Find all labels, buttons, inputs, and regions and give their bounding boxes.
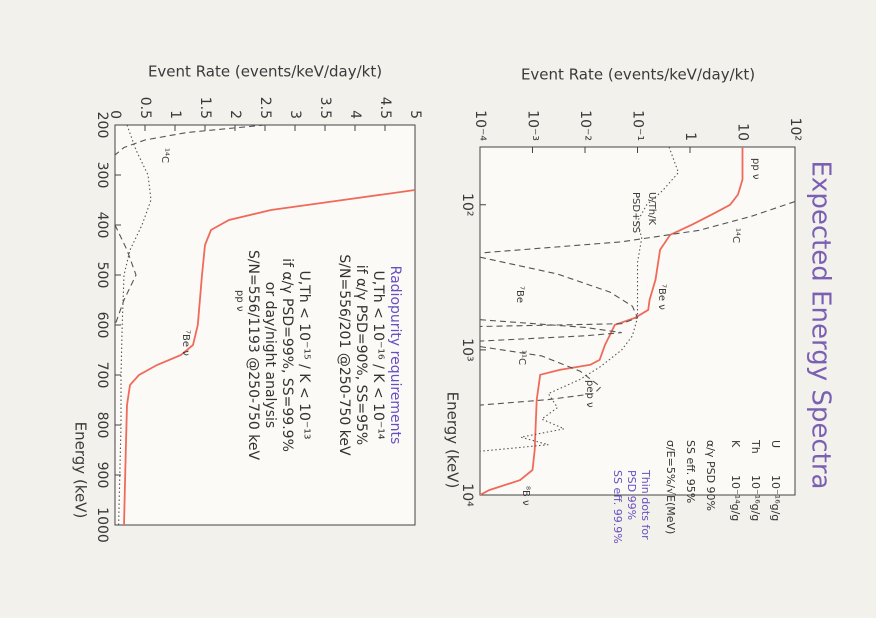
x-axis-label: Energy (keV) [72,422,90,519]
chart-title: Expected Energy Spectra [806,161,836,490]
note-text: Radiopurity requirements [387,266,403,445]
note-text: if α/γ PSD=90%, SS=95% [353,265,369,445]
note-text: 10⁻¹⁶g/g [749,475,762,521]
x-tick-label: 500 [94,262,110,289]
y-tick-label: 3.5 [317,97,333,119]
y-tick-label: 0 [107,110,123,119]
spectrum-line [115,224,137,326]
note-text: or day/night analysis [262,282,278,428]
spectrum-line [480,147,680,452]
note-text: SS eff. 99.9% [611,470,624,544]
curve-label: ⁸B ν [520,486,531,506]
note-text: U,Th < 10⁻¹⁵ / K < 10⁻¹³ [296,270,312,439]
curve-label: PSD+SS [630,192,641,233]
y-tick-label: 10⁻² [577,110,593,141]
spectrum-line [480,256,639,328]
note-text: if α/γ PSD=99%, SS=99.9% [279,258,295,452]
y-tick-label: 3 [287,110,303,119]
curve-label: ⁷Be [514,286,525,303]
note-text: U,Th < 10⁻¹⁶ / K < 10⁻¹⁴ [370,270,386,439]
y-tick-label: 1 [682,132,698,141]
note-text: S/N=556/201 @250-750 keV [336,254,352,456]
note-text: 10⁻¹⁶g/g [769,475,782,521]
x-tick-label: 10² [459,193,475,216]
y-axis-label: Event Rate (events/keV/day/kt) [148,63,382,81]
plot-clip [480,147,795,495]
y-tick-label: 4 [347,110,363,119]
y-axis-label: Event Rate (events/keV/day/kt) [521,66,755,84]
curve-label: ⁷Be ν [180,330,191,356]
note-text: Thin dots for [639,469,652,540]
note-text: Th [749,439,762,454]
y-tick-label: 10 [735,123,751,141]
x-tick-label: 1000 [94,507,110,543]
curve-label: pep ν [584,380,595,408]
y-tick-label: 0.5 [137,97,153,119]
note-text: α/γ PSD 90% [704,440,717,511]
rotated-sheet: Expected Energy Spectra Event Rate (event… [72,63,836,544]
spectrum-line [480,200,795,254]
spectrum-line [115,125,266,156]
curve-label: ¹⁴C [159,148,170,163]
note-text: PSD 99% [625,470,638,520]
x-tick-label: 900 [94,462,110,489]
note-text: SS eff. 95% [684,440,697,503]
x-axis-label: Energy (keV) [444,392,462,489]
curve-label: ⁷Be ν [656,284,667,310]
x-tick-label: 800 [94,412,110,439]
plot-clip [115,125,415,525]
y-tick-label: 10⁻³ [525,110,541,141]
y-tick-label: 2 [227,110,243,119]
x-tick-label: 400 [94,212,110,239]
y-tick-label: 4.5 [377,97,393,119]
x-tick-label: 10³ [459,338,475,361]
spectrum-line [123,189,415,525]
x-tick-label: 700 [94,362,110,389]
note-text: 10⁻¹⁴g/g [729,475,742,521]
y-tick-label: 10⁻⁴ [472,110,488,141]
curve-label: pp ν [234,290,245,312]
note-text: U [769,440,782,448]
y-tick-label: 5 [407,110,423,119]
curve-label: ¹⁴C [730,228,741,243]
y-tick-label: 10² [787,118,803,141]
y-tick-label: 1.5 [197,97,213,119]
curve-label: ¹¹C [516,350,527,365]
y-tick-label: 10⁻¹ [630,110,646,141]
spectrum-line [480,319,622,342]
x-tick-label: 200 [94,112,110,139]
note-text: K [729,440,742,448]
curve-label: U/Th/K [646,192,657,226]
note-text: σ/E=5%/√E(MeV) [664,440,677,534]
x-tick-label: 300 [94,162,110,189]
note-text: S/N=556/1193 @250-750 keV [245,250,261,460]
x-tick-label: 600 [94,312,110,339]
y-tick-label: 2.5 [257,97,273,119]
y-tick-label: 1 [167,110,183,119]
spectrum-line [480,147,744,495]
spectrum-line [480,346,602,406]
x-tick-label: 10⁴ [459,483,475,507]
curve-label: pp ν [750,158,761,180]
